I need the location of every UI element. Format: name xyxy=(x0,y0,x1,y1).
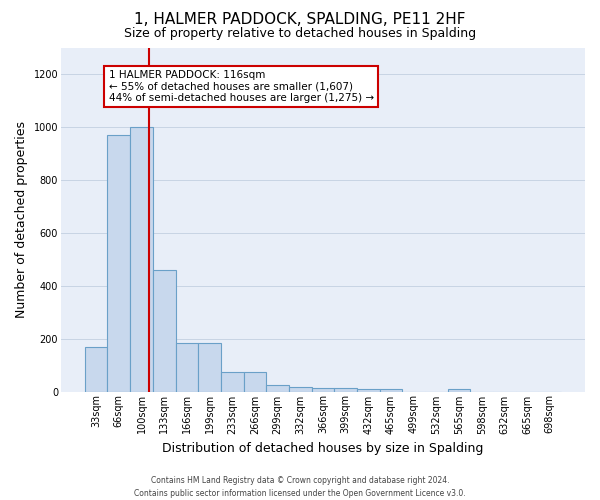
Bar xyxy=(334,388,357,392)
Bar xyxy=(221,372,244,392)
Y-axis label: Number of detached properties: Number of detached properties xyxy=(15,121,28,318)
Text: 1 HALMER PADDOCK: 116sqm
← 55% of detached houses are smaller (1,607)
44% of sem: 1 HALMER PADDOCK: 116sqm ← 55% of detach… xyxy=(109,70,374,103)
Bar xyxy=(198,342,221,392)
Bar xyxy=(289,387,311,392)
Bar xyxy=(153,270,176,392)
Text: 1, HALMER PADDOCK, SPALDING, PE11 2HF: 1, HALMER PADDOCK, SPALDING, PE11 2HF xyxy=(134,12,466,28)
Bar xyxy=(357,389,380,392)
Bar xyxy=(448,389,470,392)
Bar xyxy=(85,346,107,392)
X-axis label: Distribution of detached houses by size in Spalding: Distribution of detached houses by size … xyxy=(162,442,484,455)
Bar xyxy=(311,388,334,392)
Bar xyxy=(107,135,130,392)
Bar xyxy=(130,127,153,392)
Bar xyxy=(244,372,266,392)
Bar xyxy=(266,385,289,392)
Bar xyxy=(380,390,403,392)
Bar xyxy=(176,342,198,392)
Text: Size of property relative to detached houses in Spalding: Size of property relative to detached ho… xyxy=(124,28,476,40)
Text: Contains HM Land Registry data © Crown copyright and database right 2024.
Contai: Contains HM Land Registry data © Crown c… xyxy=(134,476,466,498)
